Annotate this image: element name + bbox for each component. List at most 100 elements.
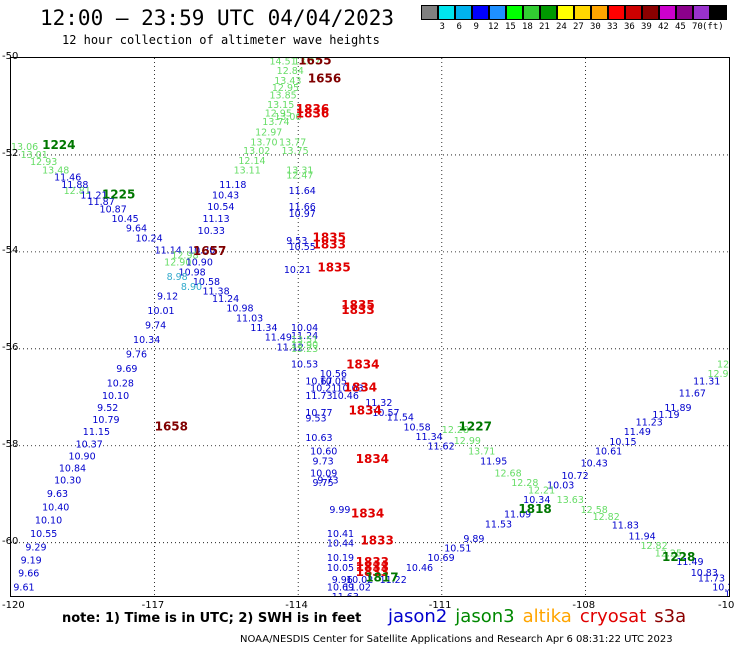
pass-time-label: 1833 <box>341 303 374 317</box>
wave-height-label: 11.22 <box>380 575 407 586</box>
wave-height-label: 13.11 <box>234 165 261 176</box>
wave-height-label: 11.89 <box>664 403 691 414</box>
wave-height-label: 11.38 <box>202 287 229 298</box>
wave-height-label: 10.45 <box>112 214 139 225</box>
map-title: 12:00 — 23:59 UTC 04/04/2023 <box>40 6 395 30</box>
wave-height-label: 10.57 <box>372 408 399 419</box>
wave-height-label: 9.96 <box>332 575 353 586</box>
satellite-legend-entry: cryosat <box>579 606 647 627</box>
wave-height-label: 10.04 <box>291 323 318 334</box>
wave-height-label: 11.14 <box>155 245 182 256</box>
pass-time-label: 1834 <box>344 381 377 395</box>
wave-height-label: 9.75 <box>313 478 334 489</box>
wave-height-label: 12.28 <box>442 425 469 436</box>
wave-height-label: 12.97 <box>255 128 282 139</box>
wave-height-label: 13.31 <box>286 165 313 176</box>
wave-height-label: 11.83 <box>612 520 639 531</box>
wave-height-label: 10.51 <box>444 544 471 555</box>
color-scale-label: 45 <box>675 22 686 32</box>
wave-height-label: 11.31 <box>693 376 720 387</box>
wave-height-label: 11.34 <box>250 323 277 334</box>
wave-height-label: 10.34 <box>523 495 550 506</box>
wave-height-label: 10.02 <box>346 575 373 586</box>
wave-height-label: 12.68 <box>494 468 521 479</box>
color-scale-label: 18 <box>522 22 533 32</box>
wave-height-label: 11.66 <box>289 202 316 213</box>
wave-height-label: 10.56 <box>320 369 347 380</box>
longitude-tick-label: -111 <box>428 600 452 611</box>
pass-time-label: 1836 <box>296 107 329 121</box>
wave-height-label: 12.98 <box>707 369 729 380</box>
longitude-tick-label: -108 <box>572 600 596 611</box>
satellite-legend-entry: jason2 <box>388 606 448 627</box>
wave-height-label: 11.46 <box>54 173 81 184</box>
wave-height-label: 10.60 <box>310 447 337 458</box>
wave-height-label: 8.98 <box>167 272 188 283</box>
wave-height-label: 12.14 <box>238 156 265 167</box>
color-scale-label: 36 <box>624 22 635 32</box>
wave-height-label: 10.01 <box>147 306 174 317</box>
wave-height-label: 9.73 <box>317 476 338 487</box>
color-scale-label: 9 <box>473 22 479 32</box>
wave-height-label: 10.03 <box>547 481 574 492</box>
wave-height-label: 10.90 <box>68 451 95 462</box>
pass-time-label: 1817 <box>365 571 398 585</box>
credit-line: NOAA/NESDIS Center for Satellite Applica… <box>240 634 673 645</box>
longitude-tick-label: -10 <box>718 600 735 611</box>
wave-height-label: 9.52 <box>97 403 118 414</box>
wave-height-label: 11.21 <box>80 191 107 202</box>
pass-time-label: 1834 <box>356 452 389 466</box>
latitude-tick-label: -60 <box>2 535 19 547</box>
wave-height-label: 9.66 <box>18 569 39 580</box>
pass-time-label: 1656 <box>308 71 341 85</box>
wave-height-label: 10.53 <box>291 359 318 370</box>
pass-time-label: 1833 <box>356 565 389 579</box>
wave-height-label: 10.98 <box>179 267 206 278</box>
wave-height-label: 13.48 <box>42 165 69 176</box>
pass-time-label: 1833 <box>356 555 389 569</box>
pass-time-label: 1834 <box>346 357 379 371</box>
wave-height-label: 10.10 <box>102 391 129 402</box>
wave-height-label: 9.99 <box>329 505 350 516</box>
wave-height-label: 12.21 <box>528 485 555 496</box>
wave-height-label: 9.64 <box>126 224 147 235</box>
wave-height-label: 10.83 <box>691 568 718 579</box>
color-scale-unit: (ft) <box>702 22 724 32</box>
pass-time-label: 1224 <box>42 138 75 152</box>
wave-height-label: 10.79 <box>92 415 119 426</box>
wave-height-label: 9.76 <box>126 350 147 361</box>
longitude-tick-label: -114 <box>285 600 308 611</box>
color-scale-swatch <box>421 5 438 20</box>
wave-height-label: 9.63 <box>47 489 68 500</box>
color-scale-label: 24 <box>556 22 567 32</box>
wave-height-label: 11.49 <box>265 333 292 344</box>
wave-height-label: 10.21 <box>712 582 729 593</box>
wave-height-label: 10.58 <box>193 277 220 288</box>
wave-height-label: 11.67 <box>679 388 706 399</box>
wave-height-label: 10.67 <box>305 376 332 387</box>
wave-height-label: 13.70 <box>250 137 277 148</box>
color-scale-swatch <box>506 5 523 20</box>
color-scale-swatch <box>489 5 506 20</box>
color-scale-label: 3 <box>439 22 445 32</box>
wave-height-label: 11.23 <box>636 418 663 429</box>
wave-height-label: 12.95 <box>272 83 299 94</box>
wave-height-label: 13.15 <box>267 100 294 111</box>
wave-height-label: 10.98 <box>226 304 253 315</box>
wave-height-label: 12.95 <box>265 108 292 119</box>
wave-height-label: 9.73 <box>313 456 334 467</box>
wave-height-label: 11.49 <box>624 427 651 438</box>
wave-height-label: 11.73 <box>698 574 725 585</box>
wave-height-label: 10.43 <box>581 459 608 470</box>
color-scale-label: 6 <box>456 22 462 32</box>
wave-height-label: 9.19 <box>21 556 42 567</box>
pass-time-label: 1655 <box>298 58 331 67</box>
pass-time-label: 1818 <box>518 502 551 516</box>
pass-time-label: 1835 <box>317 260 350 274</box>
wave-height-label: 11.62 <box>427 442 454 453</box>
wave-height-label: 11. <box>724 590 729 596</box>
pass-time-label: 1657 <box>193 244 226 258</box>
pass-time-label: 1836 <box>296 102 329 116</box>
wave-height-label: 10.54 <box>207 202 234 213</box>
wave-height-label: 10.69 <box>427 553 454 564</box>
